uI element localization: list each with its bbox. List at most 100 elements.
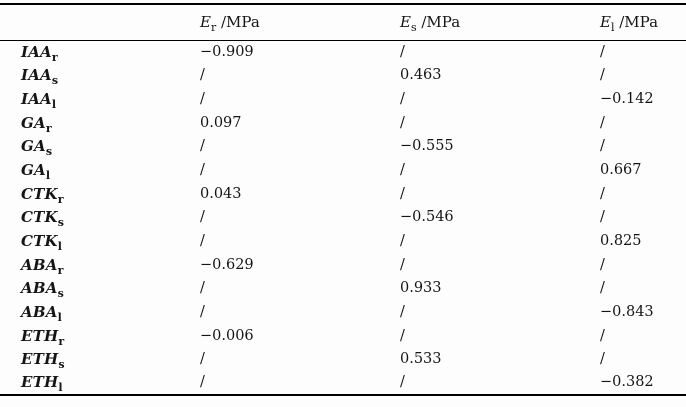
hormone-subscript: s: [57, 287, 64, 301]
table-row-eth-r: ETHr −0.006 / /: [0, 324, 686, 348]
cell-es: /: [400, 91, 405, 108]
hormone-name: ETH: [21, 326, 59, 345]
cell-el: /: [600, 209, 605, 226]
row-label: CTKl: [0, 229, 200, 253]
hormone-name: CTK: [21, 208, 58, 227]
hormone-subscript: l: [51, 98, 57, 112]
cell-es: /: [400, 162, 405, 179]
hormone-subscript: s: [57, 216, 65, 230]
hormone-name: CTK: [21, 184, 58, 203]
row-label: GAr: [0, 111, 200, 135]
cell-er: −0.006: [200, 327, 254, 344]
cell-er: /: [200, 280, 205, 297]
cell-es: 0.533: [400, 351, 442, 368]
cell-el: /: [600, 114, 605, 131]
hormone-name: ABA: [21, 255, 58, 274]
row-label: CTKr: [0, 182, 200, 206]
er-subscript: r: [210, 21, 217, 35]
cell-es: /: [400, 303, 405, 320]
row-label: ABAr: [0, 253, 200, 277]
cell-el: −0.142: [600, 91, 654, 108]
hormone-name: GA: [21, 161, 46, 180]
hormone-subscript: r: [51, 51, 58, 65]
table-row-ctk-r: CTKr 0.043 / /: [0, 182, 686, 206]
cell-er: −0.909: [200, 44, 254, 61]
er-unit: /MPa: [216, 13, 260, 32]
hormone-name: GA: [21, 113, 46, 132]
row-label: GAs: [0, 135, 200, 159]
cell-el: /: [600, 44, 605, 61]
es-unit: /MPa: [416, 13, 461, 32]
cell-es: 0.463: [400, 67, 442, 84]
table-row-ctk-s: CTKs / −0.546 /: [0, 205, 686, 229]
table-row-ga-l: GAl / / 0.667: [0, 158, 686, 182]
row-label: CTKs: [0, 205, 200, 229]
cell-es: /: [400, 185, 405, 202]
table-row-eth-l: ETHl / / −0.382: [0, 371, 686, 395]
cell-es: /: [400, 114, 405, 131]
cell-er: /: [200, 91, 205, 108]
cell-el: /: [600, 67, 605, 84]
cell-er: /: [200, 374, 205, 391]
table-row-ctk-l: CTKl / / 0.825: [0, 229, 686, 253]
row-label: IAAs: [0, 64, 200, 88]
cell-er: /: [200, 67, 205, 84]
hormone-subscript: r: [57, 192, 64, 206]
col-header-er: Er /MPa: [200, 4, 400, 41]
row-label: IAAl: [0, 87, 200, 111]
cell-es: /: [400, 327, 405, 344]
hormone-subscript: l: [57, 239, 63, 253]
cell-el: /: [600, 138, 605, 155]
el-symbol: E: [600, 13, 611, 32]
cell-es: /: [400, 256, 405, 273]
table-row-aba-r: ABAr −0.629 / /: [0, 253, 686, 277]
cell-el: /: [600, 280, 605, 297]
cell-el: 0.825: [600, 232, 642, 249]
cell-er: /: [200, 351, 205, 368]
hormone-name: GA: [21, 137, 46, 156]
er-symbol: E: [200, 13, 211, 32]
cell-er: /: [200, 232, 205, 249]
cell-es: /: [400, 374, 405, 391]
cell-er: /: [200, 138, 205, 155]
hormone-subscript: l: [57, 310, 62, 324]
row-label: ABAl: [0, 300, 200, 324]
table-row-aba-s: ABAs / 0.933 /: [0, 276, 686, 300]
cell-es: −0.555: [400, 138, 454, 155]
table-row-iaa-l: IAAl / / −0.142: [0, 87, 686, 111]
cell-el: /: [600, 327, 605, 344]
cell-el: /: [600, 256, 605, 273]
hormone-subscript: l: [58, 381, 63, 395]
col-header-el: El /MPa: [600, 4, 686, 41]
hormone-name: CTK: [21, 231, 58, 250]
row-label: ETHl: [0, 371, 200, 395]
cell-es: /: [400, 232, 405, 249]
cell-el: 0.667: [600, 162, 642, 179]
table-row-ga-s: GAs / −0.555 /: [0, 135, 686, 159]
hormone-subscript: s: [58, 358, 65, 372]
table-row-iaa-s: IAAs / 0.463 /: [0, 64, 686, 88]
hormone-name: IAA: [21, 90, 52, 109]
hormone-name: ETH: [21, 350, 59, 369]
hormone-subscript: r: [45, 121, 52, 135]
hormone-subscript: r: [57, 263, 64, 277]
table-row-aba-l: ABAl / / −0.843: [0, 300, 686, 324]
cell-es: 0.933: [400, 280, 442, 297]
hormone-modulus-correlation-table: Er /MPa Es /MPa El /MPa IAAr −0.909 / / …: [0, 3, 686, 396]
row-label: GAl: [0, 158, 200, 182]
corner-cell: [0, 4, 200, 41]
header-row: Er /MPa Es /MPa El /MPa: [0, 4, 686, 41]
hormone-name: ABA: [21, 279, 58, 298]
el-unit: /MPa: [614, 13, 659, 32]
row-label: ETHr: [0, 324, 200, 348]
table-row-eth-s: ETHs / 0.533 /: [0, 347, 686, 371]
cell-er: 0.097: [200, 114, 242, 131]
cell-el: −0.843: [600, 303, 654, 320]
hormone-subscript: s: [45, 145, 53, 159]
hormone-name: IAA: [21, 66, 52, 85]
row-label: IAAr: [0, 40, 200, 64]
hormone-subscript: s: [51, 74, 59, 88]
table-row-ga-r: GAr 0.097 / /: [0, 111, 686, 135]
col-header-es: Es /MPa: [400, 4, 600, 41]
